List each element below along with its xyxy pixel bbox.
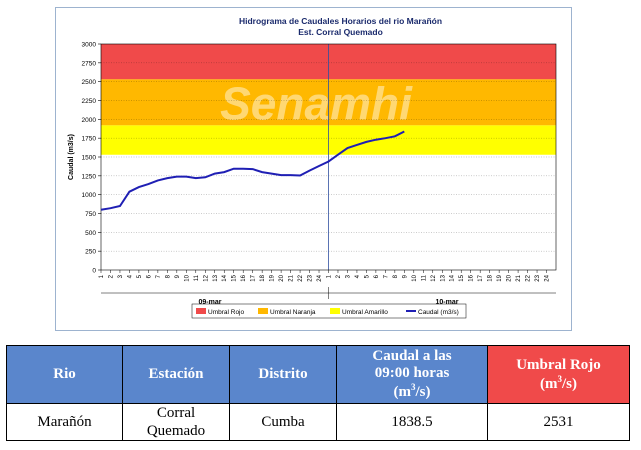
- x-tick-label: 13: [213, 274, 219, 281]
- chart-subtitle: Est. Corral Quemado: [298, 27, 383, 37]
- x-tick-label: 18: [260, 274, 266, 281]
- x-tick-label: 11: [194, 274, 200, 281]
- hydrograph-chart: Hidrograma de Caudales Horarios del rio …: [68, 16, 557, 319]
- station-table: Rio Estación Distrito Caudal a las 09:00 …: [6, 345, 630, 441]
- x-tick-label: 24: [545, 274, 551, 281]
- x-tick-label: 15: [232, 274, 238, 281]
- legend-label-0: Umbral Rojo: [208, 309, 245, 316]
- x-tick-label: 23: [308, 274, 314, 281]
- x-tick-label: 16: [469, 274, 475, 281]
- x-tick-label: 2: [336, 274, 342, 278]
- x-tick-label: 9: [402, 274, 408, 278]
- chart-title: Hidrograma de Caudales Horarios del rio …: [239, 16, 442, 26]
- legend-swatch-2: [330, 308, 340, 314]
- x-tick-label: 20: [279, 274, 285, 281]
- x-tick-label: 10: [184, 274, 190, 281]
- header-rio: Rio: [6, 345, 123, 404]
- x-tick-label: 22: [298, 274, 304, 281]
- x-tick-label: 17: [478, 274, 484, 281]
- x-tick-label: 1: [99, 274, 105, 278]
- y-tick-label: 2250: [82, 98, 97, 105]
- x-tick-label: 12: [203, 274, 209, 281]
- y-tick-label: 2500: [82, 79, 97, 86]
- y-tick-label: 1250: [82, 173, 97, 180]
- legend-label-3: Caudal (m3/s): [418, 309, 459, 316]
- x-tick-label: 18: [488, 274, 494, 281]
- y-tick-label: 1750: [82, 136, 97, 143]
- x-tick-label: 20: [507, 274, 513, 281]
- legend-label-2: Umbral Amarillo: [342, 309, 388, 316]
- cell-estacion: Corral Quemado: [122, 403, 230, 441]
- watermark: Senamhi: [220, 77, 413, 129]
- x-tick-label: 21: [289, 274, 295, 281]
- header-estacion: Estación: [122, 345, 230, 404]
- table-row: Marañón Corral Quemado Cumba 1838.5 2531: [6, 403, 630, 441]
- y-tick-label: 750: [85, 211, 96, 218]
- header-distrito: Distrito: [229, 345, 337, 404]
- x-tick-label: 21: [516, 274, 522, 281]
- x-tick-label: 11: [421, 274, 427, 281]
- y-tick-label: 3000: [82, 42, 97, 49]
- x-tick-label: 5: [137, 274, 143, 278]
- x-tick-label: 24: [317, 274, 323, 281]
- x-tick-label: 6: [374, 274, 380, 278]
- cell-caudal: 1838.5: [336, 403, 488, 441]
- day-label-1: 09-mar: [199, 299, 222, 306]
- cell-umbral-rojo: 2531: [487, 403, 630, 441]
- y-axis-label: Caudal (m3/s): [68, 134, 75, 180]
- legend-swatch-0: [196, 308, 206, 314]
- y-tick-label: 2000: [82, 117, 97, 124]
- x-tick-label: 4: [127, 274, 133, 278]
- cell-distrito: Cumba: [229, 403, 337, 441]
- legend-label-1: Umbral Naranja: [270, 309, 316, 316]
- y-tick-label: 500: [85, 230, 96, 237]
- x-tick-label: 3: [118, 274, 124, 278]
- x-tick-label: 16: [241, 274, 247, 281]
- x-tick-label: 3: [345, 274, 351, 278]
- table-header-row: Rio Estación Distrito Caudal a las 09:00 …: [6, 345, 630, 404]
- x-tick-label: 1: [327, 274, 333, 278]
- x-tick-label: 8: [393, 274, 399, 278]
- x-tick-label: 9: [175, 274, 181, 278]
- x-tick-label: 15: [459, 274, 465, 281]
- legend-box: [191, 303, 467, 319]
- x-tick-label: 19: [270, 274, 276, 281]
- chart-frame: Hidrograma de Caudales Horarios del rio …: [55, 7, 572, 331]
- cell-rio: Marañón: [6, 403, 123, 441]
- series-line-caudal: [100, 130, 405, 211]
- y-tick-label: 1000: [82, 192, 97, 199]
- y-tick-label: 0: [92, 268, 96, 275]
- x-tick-label: 17: [251, 274, 257, 281]
- legend-swatch-1: [258, 308, 268, 314]
- x-tick-label: 14: [222, 274, 228, 281]
- header-caudal: Caudal a las 09:00 horas (m3/s): [336, 345, 488, 404]
- y-tick-label: 250: [85, 249, 96, 256]
- y-tick-label: 1500: [82, 155, 97, 162]
- y-tick-label: 2750: [82, 60, 97, 67]
- x-tick-label: 19: [497, 274, 503, 281]
- day-label-2: 10-mar: [436, 299, 459, 306]
- x-tick-label: 14: [450, 274, 456, 281]
- x-tick-label: 10: [412, 274, 418, 281]
- x-tick-label: 7: [156, 274, 162, 278]
- x-tick-label: 4: [355, 274, 361, 278]
- x-tick-label: 2: [108, 274, 114, 278]
- header-umbral-rojo: Umbral Rojo (m3/s): [487, 345, 630, 404]
- x-tick-label: 23: [535, 274, 541, 281]
- x-tick-label: 13: [440, 274, 446, 281]
- x-tick-label: 8: [165, 274, 171, 278]
- x-tick-label: 5: [364, 274, 370, 278]
- x-tick-label: 7: [383, 274, 389, 278]
- x-tick-label: 22: [526, 274, 532, 281]
- x-tick-label: 12: [431, 274, 437, 281]
- x-tick-label: 6: [146, 274, 152, 278]
